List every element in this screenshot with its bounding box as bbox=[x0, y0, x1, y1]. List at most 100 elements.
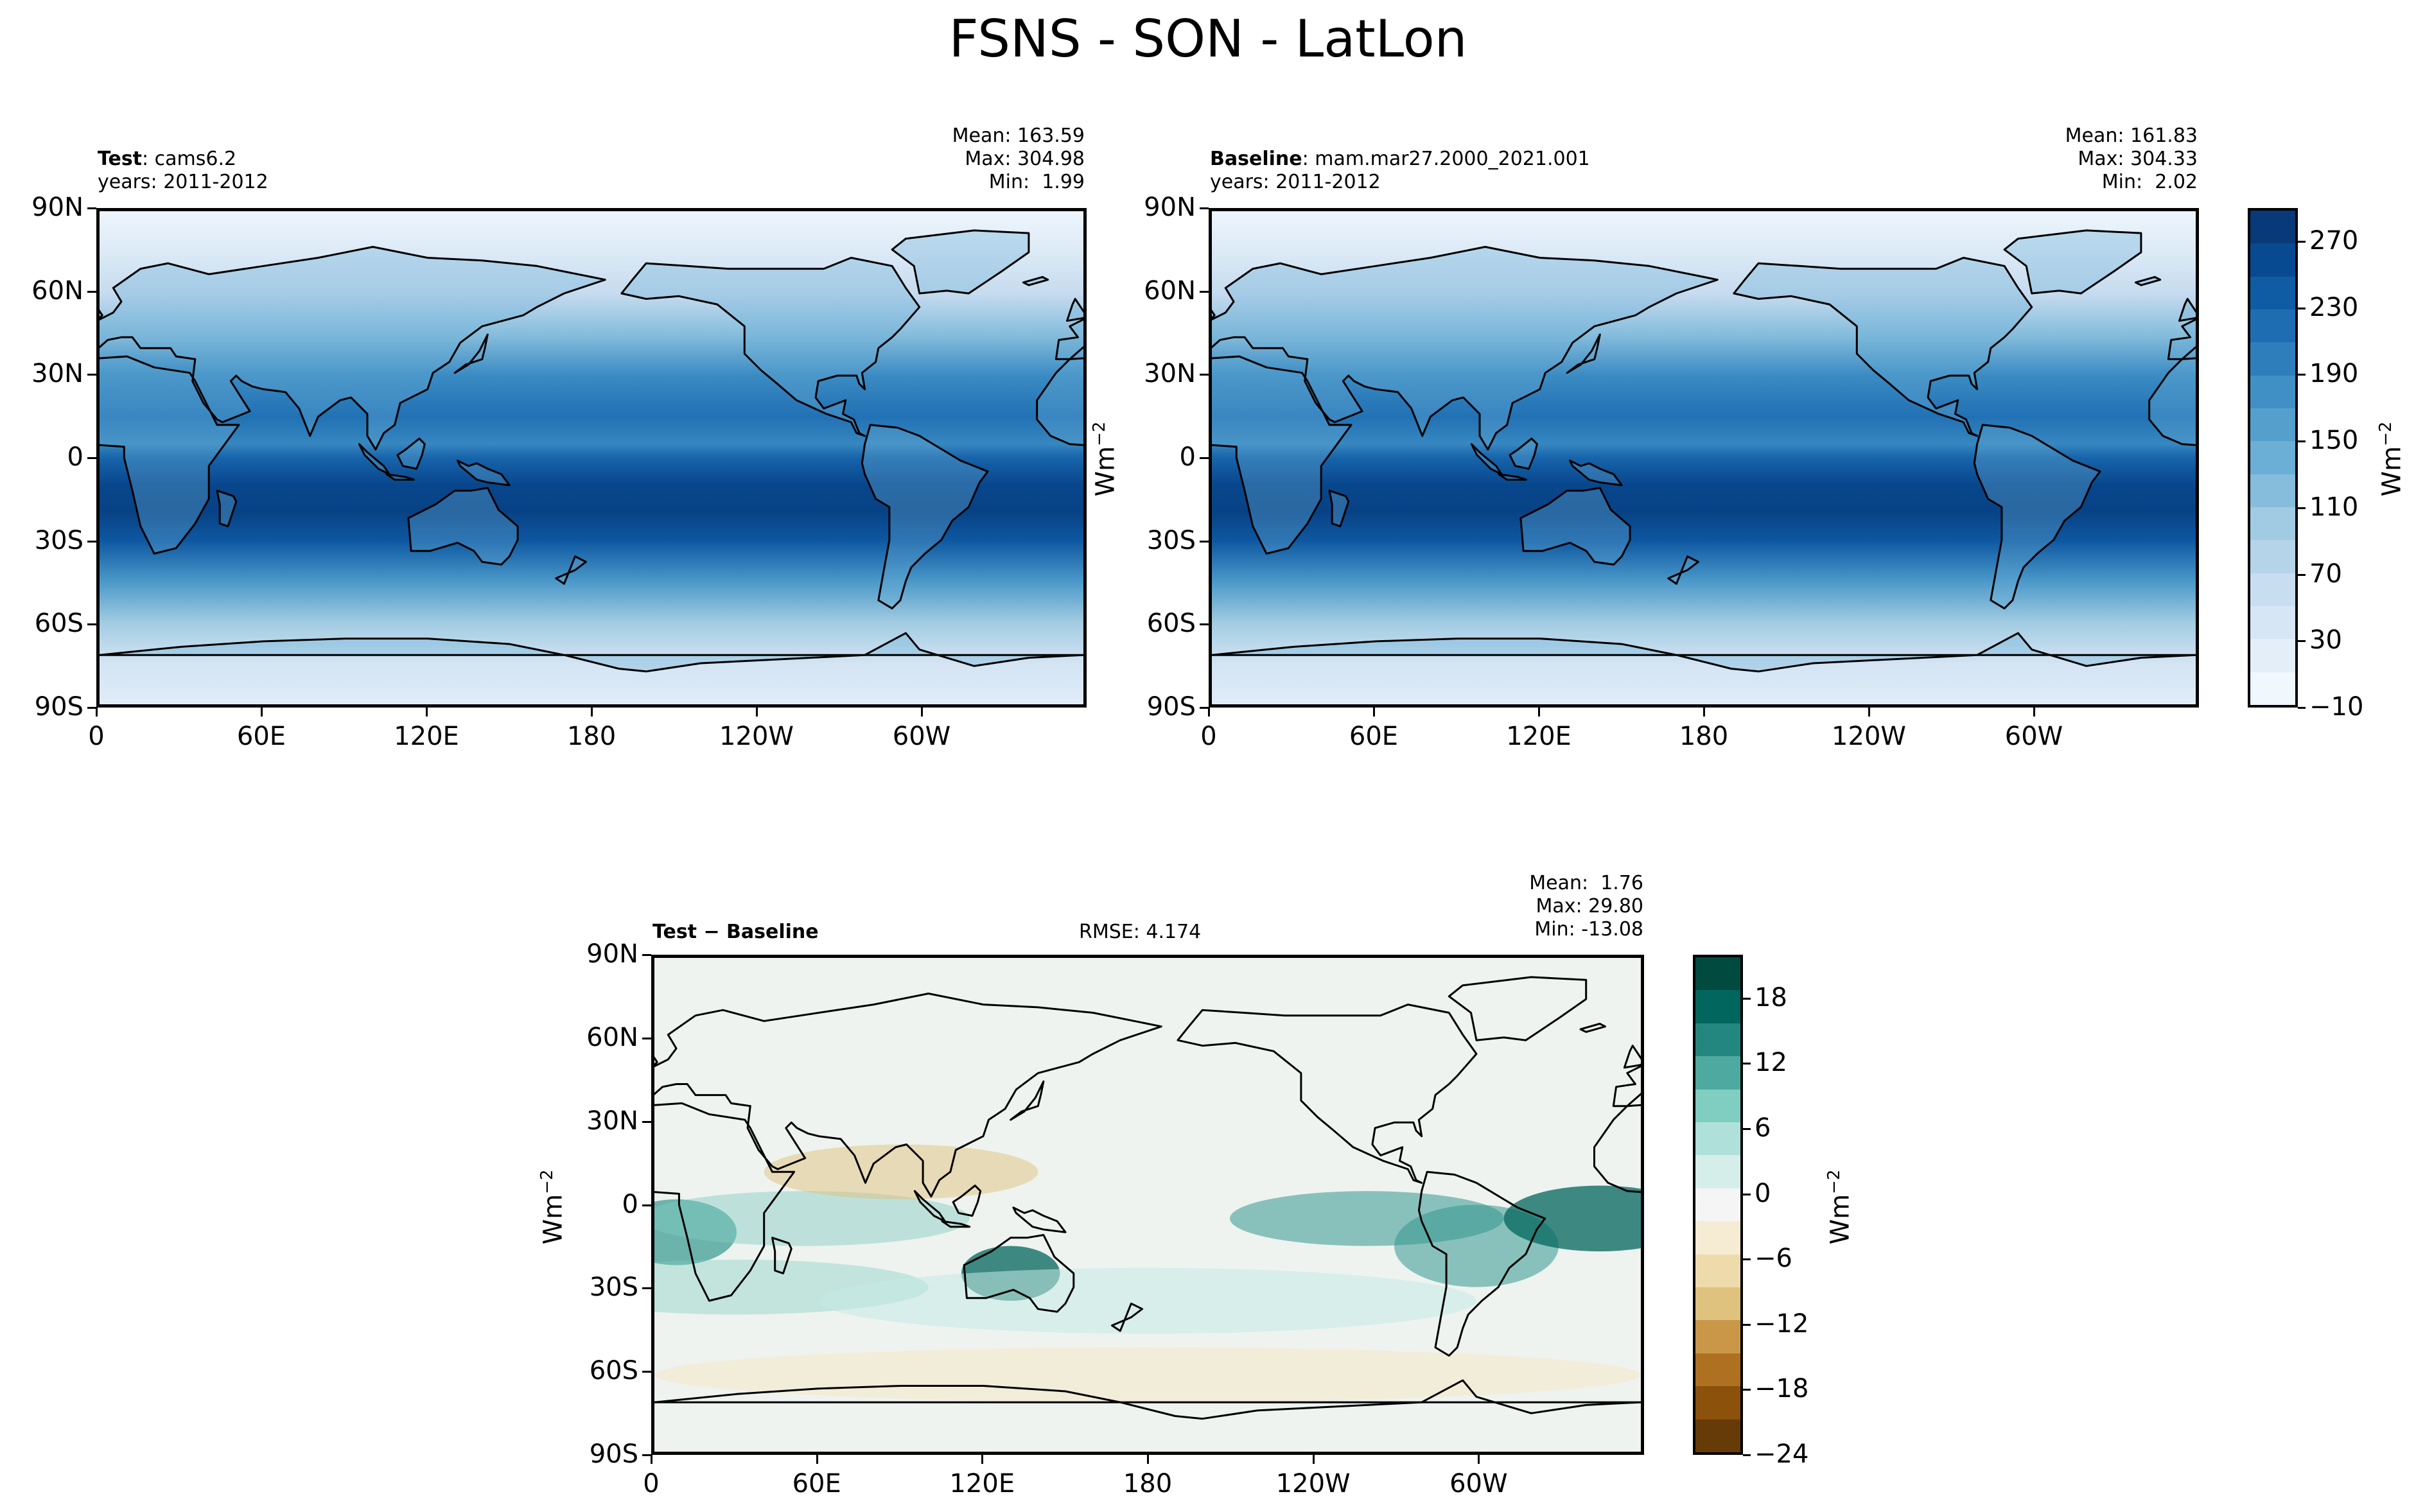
baseline-colorbar-segment bbox=[2250, 474, 2295, 509]
baseline-colorbar-tick-label: 190 bbox=[2309, 359, 2359, 389]
baseline-colorbar-tick-mark bbox=[2298, 640, 2306, 643]
baseline-colorbar-tick-label: 110 bbox=[2309, 492, 2359, 522]
diff-colorbar-tick-label: −24 bbox=[1755, 1439, 1809, 1469]
baseline-ytick-label: 60N bbox=[1144, 275, 1196, 306]
test-stats: Mean: 163.59 Max: 304.98 Min: 1.99 bbox=[952, 125, 1085, 194]
diff-xtick-label: 180 bbox=[1123, 1469, 1173, 1499]
diff-colorbar-tick-label: 0 bbox=[1755, 1178, 1771, 1208]
test-ytick-label: 60S bbox=[34, 609, 83, 639]
diff-anomaly-4 bbox=[764, 1144, 1038, 1199]
diff-colorbar-tick-mark bbox=[1743, 1323, 1751, 1326]
baseline-stats: Mean: 161.83 Max: 304.33 Min: 2.02 bbox=[2065, 125, 2198, 194]
diff-xtick-mark bbox=[651, 1455, 652, 1464]
baseline-colorbar-tick-label: −10 bbox=[2309, 692, 2364, 722]
baseline-colorbar-tick-label: 70 bbox=[2309, 559, 2342, 589]
diff-ytick-mark bbox=[642, 1287, 651, 1290]
baseline-colorbar-tick-mark bbox=[2298, 573, 2306, 576]
test-xtick-mark bbox=[426, 708, 428, 717]
diff-xtick-mark bbox=[1478, 1455, 1480, 1464]
test-xtick-mark bbox=[591, 708, 593, 717]
test-ytick-mark bbox=[87, 290, 96, 293]
diff-ytick-mark bbox=[642, 1204, 651, 1206]
test-xtick-mark bbox=[261, 708, 263, 717]
test-label-rest: : cams6.2 bbox=[142, 148, 237, 170]
baseline-map-coastlines bbox=[1212, 229, 2196, 673]
test-ytick-mark bbox=[87, 457, 96, 459]
diff-anomaly-8 bbox=[819, 1267, 1476, 1334]
diff-mean: Mean: 1.76 bbox=[1529, 872, 1643, 894]
baseline-colorbar-segment bbox=[2250, 573, 2295, 608]
test-xtick-mark bbox=[921, 708, 923, 717]
test-ytick-mark bbox=[87, 540, 96, 543]
test-ytick-label: 90N bbox=[31, 193, 83, 222]
baseline-ytick-mark bbox=[1200, 457, 1209, 459]
diff-colorbar-tick-mark bbox=[1743, 997, 1751, 1000]
diff-xtick-label: 0 bbox=[643, 1469, 660, 1499]
test-ylabel-unit: Wm bbox=[1090, 446, 1121, 497]
baseline-colorbar-unit: Wm bbox=[2377, 446, 2407, 497]
baseline-ytick-label: 60S bbox=[1146, 609, 1196, 639]
diff-colorbar-tick-mark bbox=[1743, 1127, 1751, 1130]
diff-colorbar bbox=[1693, 955, 1743, 1455]
diff-ytick-mark bbox=[642, 954, 651, 956]
diff-map bbox=[651, 955, 1644, 1455]
baseline-min: Min: 2.02 bbox=[2101, 171, 2198, 193]
baseline-colorbar-label: Wm−2 bbox=[2376, 414, 2408, 504]
diff-min: Min: -13.08 bbox=[1534, 918, 1643, 941]
baseline-xtick-mark bbox=[1208, 708, 1210, 717]
baseline-colorbar-segment bbox=[2250, 276, 2295, 311]
diff-ytick-label: 90S bbox=[589, 1439, 638, 1469]
diff-ytick-mark bbox=[642, 1371, 651, 1373]
test-xtick-label: 60W bbox=[892, 722, 951, 751]
baseline-ytick-label: 0 bbox=[1179, 442, 1196, 472]
baseline-colorbar-segment bbox=[2250, 243, 2295, 278]
test-ytick-mark bbox=[87, 707, 96, 709]
test-ytick-mark bbox=[87, 623, 96, 626]
baseline-ytick-label: 90N bbox=[1144, 193, 1196, 222]
diff-colorbar-exp: −2 bbox=[1825, 1169, 1844, 1194]
test-ylabel: Wm−2 bbox=[1090, 414, 1122, 504]
baseline-colorbar-segment bbox=[2250, 375, 2295, 410]
test-map bbox=[96, 208, 1087, 708]
test-ytick-label: 30N bbox=[31, 359, 83, 389]
test-xtick-mark bbox=[96, 708, 98, 717]
diff-anomaly-1 bbox=[654, 1191, 970, 1246]
diff-colorbar-segment bbox=[1695, 957, 1740, 992]
diff-ytick-label: 60N bbox=[586, 1022, 638, 1052]
diff-colorbar-segment bbox=[1695, 1221, 1740, 1256]
diff-colorbar-segment bbox=[1695, 1122, 1740, 1157]
diff-xtick-mark bbox=[1312, 1455, 1315, 1464]
diff-colorbar-tick-mark bbox=[1743, 1389, 1751, 1391]
baseline-colorbar-tick-mark bbox=[2298, 307, 2306, 309]
test-ytick-mark bbox=[87, 207, 96, 209]
test-ytick-label: 0 bbox=[67, 442, 83, 472]
baseline-ytick-mark bbox=[1200, 707, 1209, 709]
baseline-colorbar-tick-mark bbox=[2298, 440, 2306, 443]
baseline-ytick-mark bbox=[1200, 540, 1209, 543]
diff-map-svg bbox=[654, 958, 1641, 1452]
test-label: Test: cams6.2 years: 2011-2012 bbox=[98, 148, 268, 194]
test-max: Max: 304.98 bbox=[965, 148, 1085, 170]
diff-colorbar-tick-mark bbox=[1743, 1063, 1751, 1065]
test-xtick-label: 60E bbox=[236, 722, 286, 751]
test-xtick-label: 0 bbox=[88, 722, 105, 751]
baseline-ytick-mark bbox=[1200, 290, 1209, 293]
baseline-colorbar-tick-label: 270 bbox=[2309, 225, 2359, 256]
diff-colorbar-segment bbox=[1695, 1320, 1740, 1355]
baseline-ytick-mark bbox=[1200, 623, 1209, 626]
diff-max: Max: 29.80 bbox=[1536, 895, 1643, 917]
baseline-colorbar-tick-mark bbox=[2298, 507, 2306, 509]
baseline-ytick-label: 30S bbox=[1146, 525, 1196, 555]
baseline-colorbar bbox=[2248, 208, 2298, 708]
diff-xtick-label: 60W bbox=[1449, 1469, 1508, 1499]
baseline-colorbar-segment bbox=[2250, 211, 2295, 245]
baseline-years: years: 2011-2012 bbox=[1210, 171, 1381, 193]
baseline-label: Baseline: mam.mar27.2000_2021.001 years:… bbox=[1210, 148, 1590, 194]
diff-colorbar-tick-mark bbox=[1743, 1193, 1751, 1195]
diff-ytick-label: 30S bbox=[589, 1273, 638, 1303]
test-xtick-mark bbox=[756, 708, 758, 717]
baseline-xtick-label: 120W bbox=[1832, 722, 1906, 751]
baseline-colorbar-segment bbox=[2250, 309, 2295, 344]
test-ylabel-exp: −2 bbox=[1090, 421, 1109, 446]
